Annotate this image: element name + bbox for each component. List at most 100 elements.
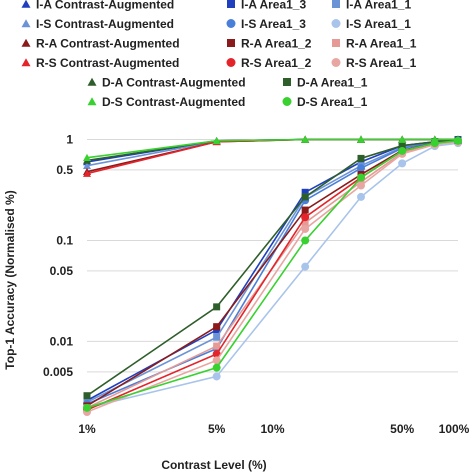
legend-marker [283,78,291,86]
data-point [213,342,221,350]
data-point [213,333,221,341]
legend-item-i-s-area1-1: I-S Area1_1 [331,17,411,31]
data-point [213,303,221,311]
x-tick-label: 50% [390,422,414,436]
legend-label: R-A Area1_2 [241,37,312,51]
legend-label: D-S Contrast-Augmented [102,95,245,109]
data-point [83,169,91,177]
legend-label: I-S Area1_1 [346,17,411,31]
legend-marker [331,58,341,67]
legend-item-r-a-area1-1: R-A Area1_1 [332,37,417,51]
series-d-s-area1-1 [83,136,462,412]
legend-item-i-a-area1-1: I-A Area1_1 [332,0,411,12]
series-line [86,142,459,409]
data-point [301,188,309,196]
legend-item-d-s-area1-1: D-S Area1_1 [282,95,368,109]
legend-marker [226,58,236,67]
data-point [301,236,310,245]
series-group [83,135,462,416]
legend-item-d-a-area1-1: D-A Area1_1 [283,76,368,90]
y-axis-label: Top-1 Accuracy (Normalised %) [3,190,17,369]
legend-item-i-a-area1-3: I-A Area1_3 [227,0,306,12]
y-tick-label: 0.01 [50,334,74,348]
y-tick-label: 1 [66,133,73,147]
legend-item-d-a-contrast-augmented: D-A Contrast-Augmented [87,76,246,90]
data-point [454,136,462,145]
legend-label: D-A Area1_1 [297,76,368,90]
legend-label: I-A Area1_1 [346,0,411,12]
legend: I-A Contrast-Augmented I-A Area1_3 I-A Are… [21,0,417,109]
legend-marker [87,77,97,86]
legend-item-r-a-contrast-augmented: R-A Contrast-Augmented [21,37,180,51]
data-point [212,356,221,365]
data-point [430,139,439,148]
legend-label: D-S Area1_1 [297,95,368,109]
legend-item-i-s-area1-3: I-S Area1_3 [226,17,306,31]
legend-marker [331,19,341,28]
legend-label: I-S Contrast-Augmented [36,17,174,31]
data-point [212,363,221,372]
legend-marker [332,0,340,8]
series-line [86,138,459,402]
series-i-a-area1-3 [83,136,462,404]
data-point [357,192,366,201]
y-tick-label: 0.05 [50,264,74,278]
series-i-s-area1-3 [83,136,462,409]
legend-item-i-s-contrast-augmented: I-S Contrast-Augmented [21,17,174,31]
legend-item-r-s-area1-1: R-S Area1_1 [331,56,417,70]
x-tick-label: 5% [208,422,226,436]
x-tick-label: 10% [260,422,284,436]
data-point [398,146,407,155]
legend-label: R-S Area1_1 [346,56,417,70]
data-point [83,153,91,162]
x-axis-label: Contrast Level (%) [161,458,266,472]
data-point [83,392,91,400]
data-point [301,213,310,222]
series-line [86,140,459,409]
data-point [301,135,310,143]
data-point [301,224,310,233]
data-point [83,403,91,412]
series-r-a-area1-2 [83,137,462,410]
data-point [212,372,221,381]
legend-marker [21,38,31,47]
series-r-a-area1-1 [83,137,462,412]
legend-marker [332,39,340,47]
x-tick-label: 1% [78,422,96,436]
legend-marker [282,97,292,106]
legend-item-r-a-area1-2: R-A Area1_2 [227,37,312,51]
data-point [357,173,366,182]
data-point [357,181,366,190]
data-point [301,206,309,214]
legend-label: R-A Area1_1 [346,37,417,51]
series-line [86,140,459,405]
legend-label: I-S Area1_3 [241,17,306,31]
legend-item-d-s-contrast-augmented: D-S Contrast-Augmented [87,95,245,109]
legend-marker [21,19,31,28]
legend-item-r-s-contrast-augmented: R-S Contrast-Augmented [21,56,179,70]
legend-marker [87,97,97,106]
data-point [83,161,91,170]
legend-label: D-A Contrast-Augmented [102,76,246,90]
data-point [357,135,366,143]
data-point [357,164,366,173]
legend-marker [227,39,235,47]
y-tick-label: 0.1 [56,233,73,247]
legend-item-r-s-area1-2: R-S Area1_2 [226,56,312,70]
y-tick-label: 0.005 [43,365,73,379]
series-line [86,140,459,409]
legend-marker [21,0,31,8]
data-point [398,135,407,143]
data-point [212,137,221,145]
series-line [86,140,459,407]
data-point [213,323,221,331]
legend-marker [21,58,31,67]
legend-label: I-A Area1_3 [241,0,306,12]
legend-label: R-S Area1_2 [241,56,312,70]
legend-marker [226,19,236,28]
data-point [357,154,365,162]
legend-marker [227,0,235,8]
data-point [301,193,309,201]
legend-item-i-a-contrast-augmented: I-A Contrast-Augmented [21,0,174,12]
